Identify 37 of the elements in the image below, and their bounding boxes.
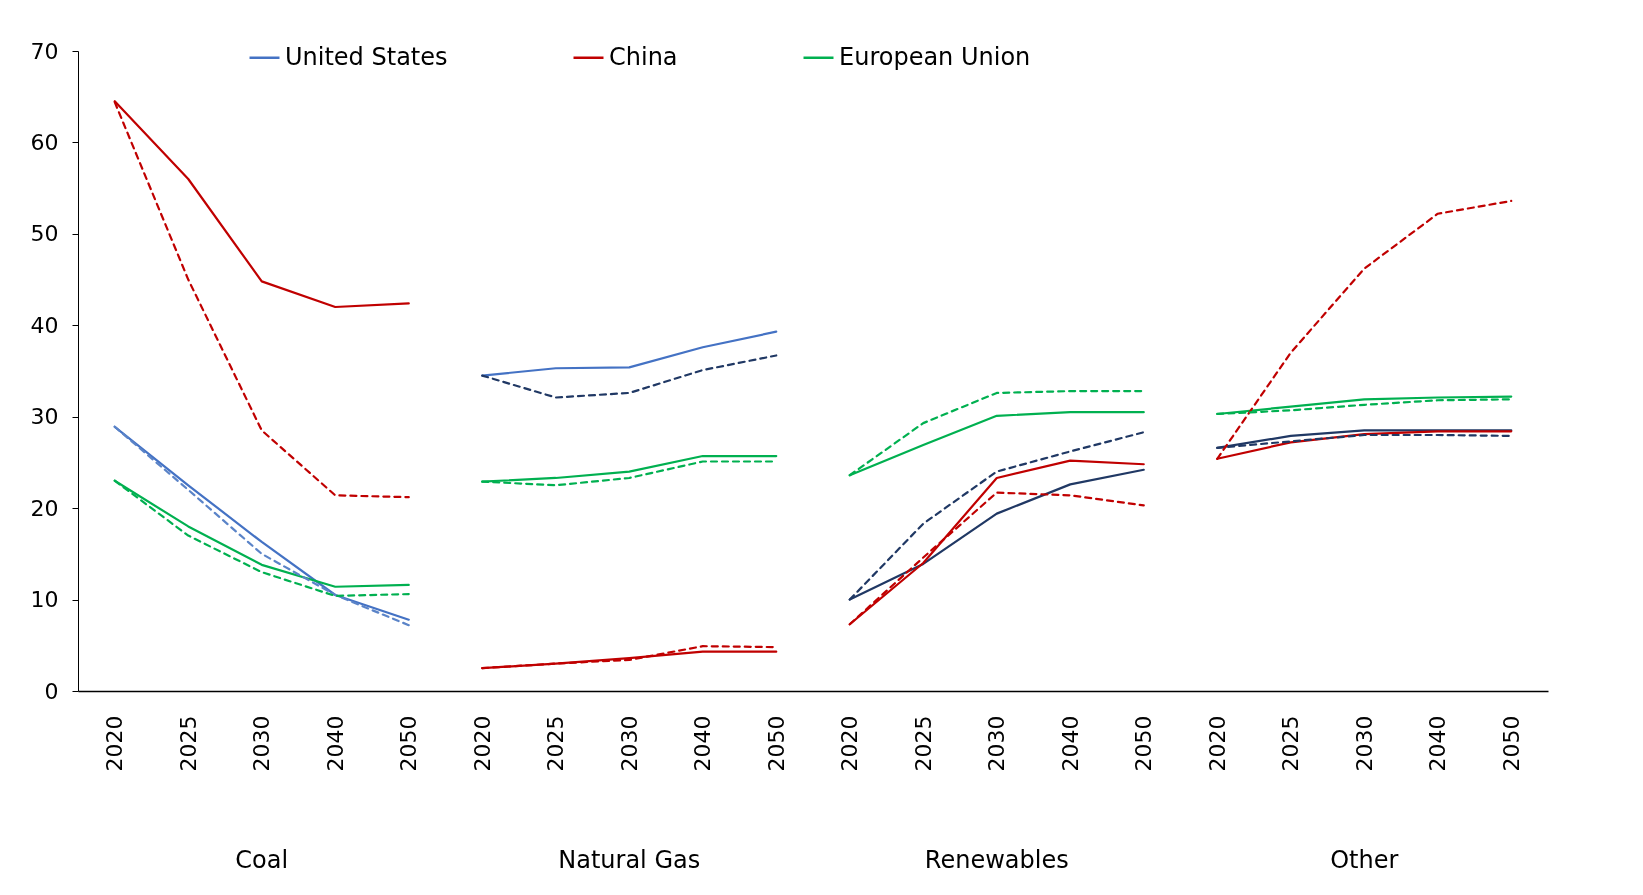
x-tick-label: 2050 <box>1498 715 1524 772</box>
x-tick-label: 2020 <box>469 715 495 772</box>
x-tick-label: 2030 <box>616 715 642 772</box>
x-tick-label: 2025 <box>1278 715 1304 772</box>
x-tick-label: 2030 <box>249 715 275 772</box>
text: Renewables <box>924 846 1069 874</box>
y-tick-label: 20 <box>30 495 59 521</box>
x-tick-label: 2040 <box>690 715 716 772</box>
legend-label: European Union <box>839 42 1031 71</box>
y-tick-label: 10 <box>30 587 59 613</box>
x-tick-label: 2050 <box>763 715 789 772</box>
text: Natural Gas <box>558 846 701 874</box>
line-series <box>481 330 778 377</box>
y-tick-label: 60 <box>30 129 59 155</box>
x-tick-label: 2025 <box>543 715 569 772</box>
x-tick-label: 2025 <box>910 715 936 772</box>
legend-label: United States <box>285 42 448 71</box>
x-tick-label: 2040 <box>1057 715 1083 772</box>
x-tick-label: 2030 <box>1351 715 1377 772</box>
x-tick-label: 2040 <box>322 715 348 772</box>
y-tick-label: 0 <box>44 678 59 704</box>
text: Other <box>1330 846 1399 874</box>
x-tick-label: 2020 <box>102 715 128 772</box>
x-tick-label: 2020 <box>837 715 863 772</box>
x-tick-label: 2020 <box>1204 715 1230 772</box>
x-tick-label: 2040 <box>1425 715 1451 772</box>
y-tick-label: 40 <box>30 312 59 338</box>
x-tick-label: 2050 <box>1131 715 1157 772</box>
line-series <box>481 354 778 399</box>
y-tick-label: 30 <box>30 404 59 430</box>
x-tick-label: 2025 <box>175 715 201 772</box>
text: Coal <box>235 846 289 874</box>
y-tick-label: 70 <box>30 38 59 64</box>
y-tick-label: 50 <box>30 221 59 247</box>
x-tick-label: 2050 <box>396 715 422 772</box>
legend-label: China <box>609 42 678 71</box>
x-tick-label: 2030 <box>984 715 1010 772</box>
